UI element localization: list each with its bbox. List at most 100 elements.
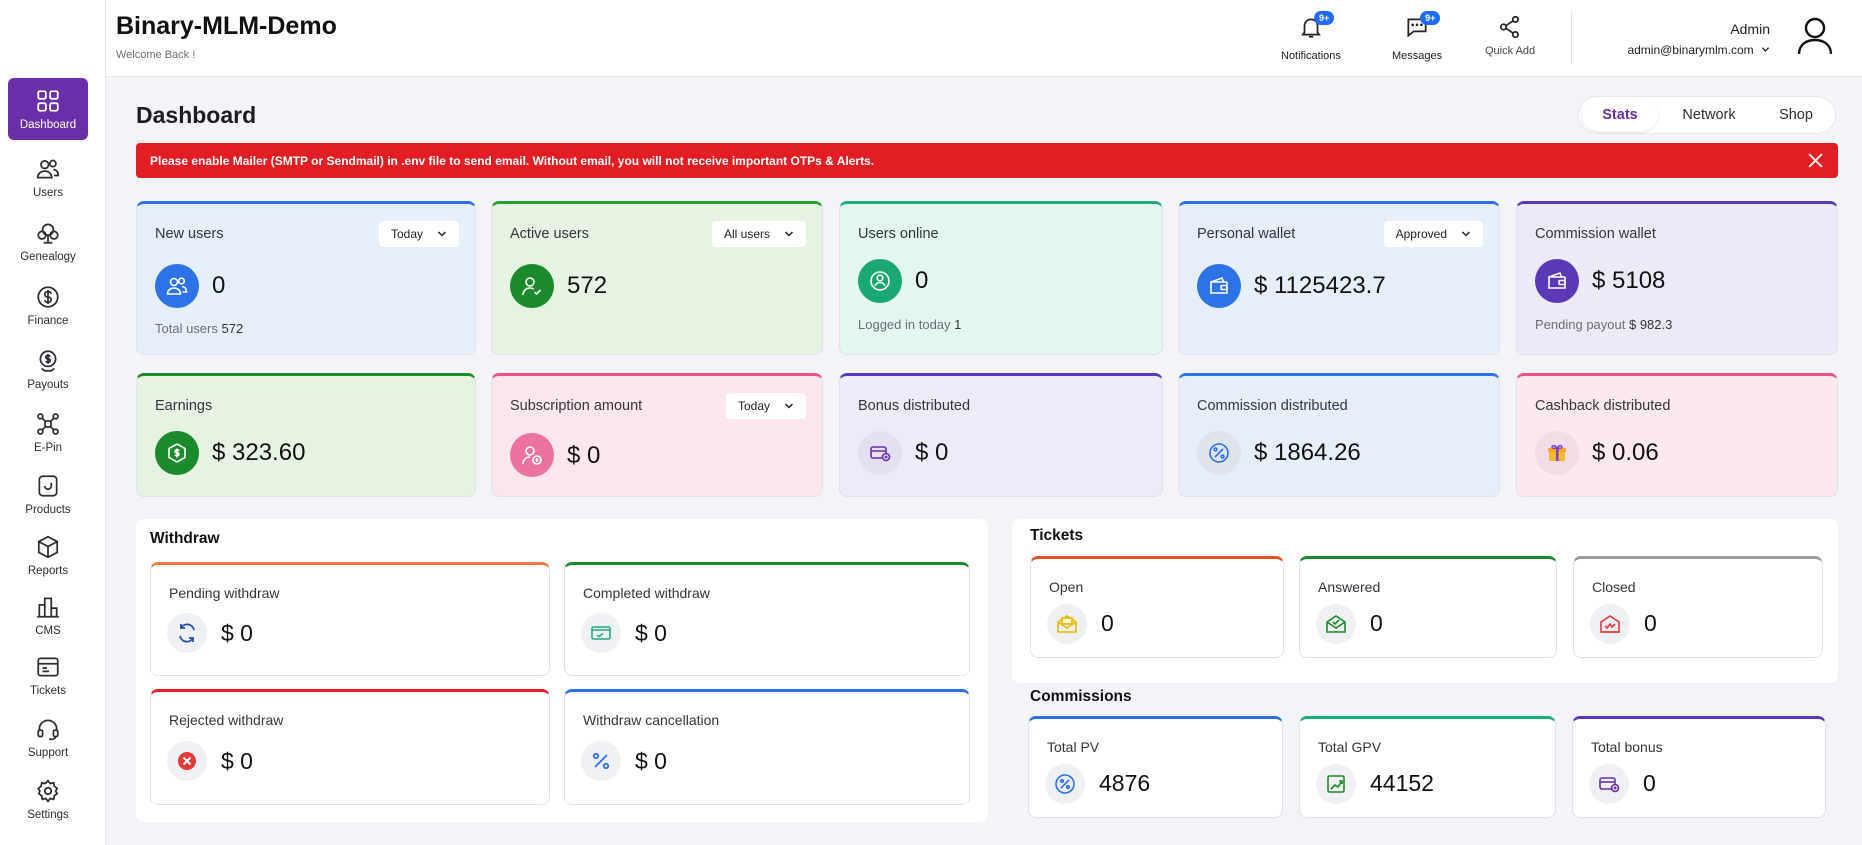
support-icon [37,718,59,740]
chevron-down-icon [437,231,447,237]
filter-value: Today [737,399,770,413]
pending-withdraw-card: Pending withdraw $ 0 [150,562,550,676]
filter-value: Today [390,227,423,241]
card-value: $ 1864.26 [1254,439,1361,466]
card-title: Closed [1592,579,1636,595]
quick-add-label: Quick Add [1485,45,1536,57]
notifications-label: Notifications [1281,50,1341,62]
sidebar-item-products[interactable]: Products [8,463,88,525]
card-title: Total GPV [1318,739,1382,755]
sidebar-item-label: Reports [27,564,69,577]
sidebar-item-dashboard[interactable]: Dashboard [8,78,88,140]
sidebar-item-support[interactable]: Support [8,706,88,768]
messages-badge: 9+ [1420,11,1441,25]
card-value: $ 0 [221,748,253,774]
card-title: Commission distributed [1197,398,1348,414]
chevron-down-icon [1761,47,1770,52]
sidebar-item-epin[interactable]: E-Pin [8,401,88,463]
growth-chart-icon [1316,764,1356,804]
subscription-icon [510,433,554,477]
sub-label: Logged in today [858,317,951,332]
sidebar-item-label: Payouts [27,378,69,391]
sub-value: 1 [954,317,962,332]
rejected-withdraw-card: Rejected withdraw $ 0 [150,689,550,805]
alert-message: Please enable Mailer (SMTP or Sendmail) … [150,153,875,168]
bonus-card-icon [1589,764,1629,804]
card-value: $ 0 [567,442,601,469]
messages-button[interactable]: 9+ Messages [1392,11,1442,62]
total-pv-card: Total PV 4876 [1028,716,1283,818]
sidebar-item-users[interactable]: Users [8,146,88,208]
payouts-icon [39,349,57,372]
card-value: 0 [1370,610,1383,636]
users-online-card: Users online 0 Logged in today 1 [839,201,1163,355]
card-value: $ 323.60 [212,439,306,466]
sidebar-item-label: E-Pin [33,441,63,454]
card-value: $ 0 [635,620,667,646]
sidebar-item-genealogy[interactable]: Genealogy [8,210,88,272]
chevron-down-icon [1461,231,1471,237]
top-header: Binary-MLM-Demo Welcome Back ! 9+ Notifi… [106,0,1862,77]
money-bag-icon [155,431,199,475]
active-users-card: Active users All users 572 [491,201,823,355]
sidebar-item-label: Products [25,503,71,516]
avatar[interactable] [1794,14,1836,56]
refresh-icon [167,613,207,653]
view-tabs: Stats Network Shop [1578,96,1836,134]
card-value: $ 0.06 [1592,439,1659,466]
percent-icon [581,741,621,781]
reports-icon [37,535,59,558]
sidebar-item-tickets[interactable]: Tickets [8,644,88,706]
mailer-alert: Please enable Mailer (SMTP or Sendmail) … [136,143,1838,178]
sub-label: Pending payout [1535,317,1626,332]
tab-network[interactable]: Network [1682,107,1736,123]
sidebar-item-reports[interactable]: Reports [8,524,88,586]
card-value: $ 0 [221,620,253,646]
card-title: Answered [1318,579,1381,595]
sidebar: Dashboard Users Genealogy Finance Payout… [0,0,106,845]
welcome-text: Welcome Back ! [116,49,196,61]
active-users-filter[interactable]: All users [711,221,806,247]
tickets-title: Tickets [1030,527,1084,544]
notifications-button[interactable]: 9+ Notifications [1281,11,1341,62]
new-users-card: New users Today 0 Total users 572 [136,201,476,355]
sidebar-item-label: Settings [27,808,69,821]
sidebar-item-settings[interactable]: Settings [8,768,88,830]
tickets-answered-card: Answered 0 [1299,556,1557,658]
tab-stats[interactable]: Stats [1582,99,1658,131]
sidebar-item-payouts[interactable]: Payouts [8,338,88,400]
admin-email-dropdown[interactable]: admin@binarymlm.com [1627,43,1770,57]
close-icon[interactable] [1807,152,1824,169]
bell-icon [1301,18,1321,38]
card-title: Total PV [1047,739,1100,755]
subscription-filter[interactable]: Today [725,393,806,419]
earnings-card: Earnings $ 323.60 [136,373,476,497]
tab-shop[interactable]: Shop [1779,107,1813,123]
card-subtext: Pending payout $ 982.3 [1535,317,1672,332]
card-title: Cashback distributed [1535,398,1671,414]
card-value: $ 0 [635,748,667,774]
pv-icon [1045,764,1085,804]
card-title: Open [1049,579,1084,595]
personal-wallet-filter[interactable]: Approved [1383,221,1483,247]
sidebar-item-cms[interactable]: CMS [8,584,88,646]
withdraw-panel: Withdraw Pending withdraw $ 0 Completed … [136,519,988,822]
reject-icon [167,741,207,781]
card-title: Withdraw cancellation [583,712,720,728]
settings-icon [37,778,59,803]
card-title: Earnings [155,398,213,414]
card-title: Active users [510,226,589,242]
subscription-amount-card: Subscription amount Today $ 0 [491,373,823,497]
user-online-icon [858,259,902,303]
users-icon [155,264,199,308]
commission-wallet-card: Commission wallet $ 5108 Pending payout … [1516,201,1838,355]
quick-add-button[interactable]: Quick Add [1485,14,1535,57]
new-users-filter[interactable]: Today [378,221,459,247]
cms-icon [37,596,59,618]
sidebar-item-finance[interactable]: Finance [8,274,88,336]
filter-value: All users [723,227,770,241]
page-title: Dashboard [136,102,257,128]
app-title: Binary-MLM-Demo [116,12,337,40]
admin-email: admin@binarymlm.com [1627,43,1754,57]
products-icon [38,474,58,497]
